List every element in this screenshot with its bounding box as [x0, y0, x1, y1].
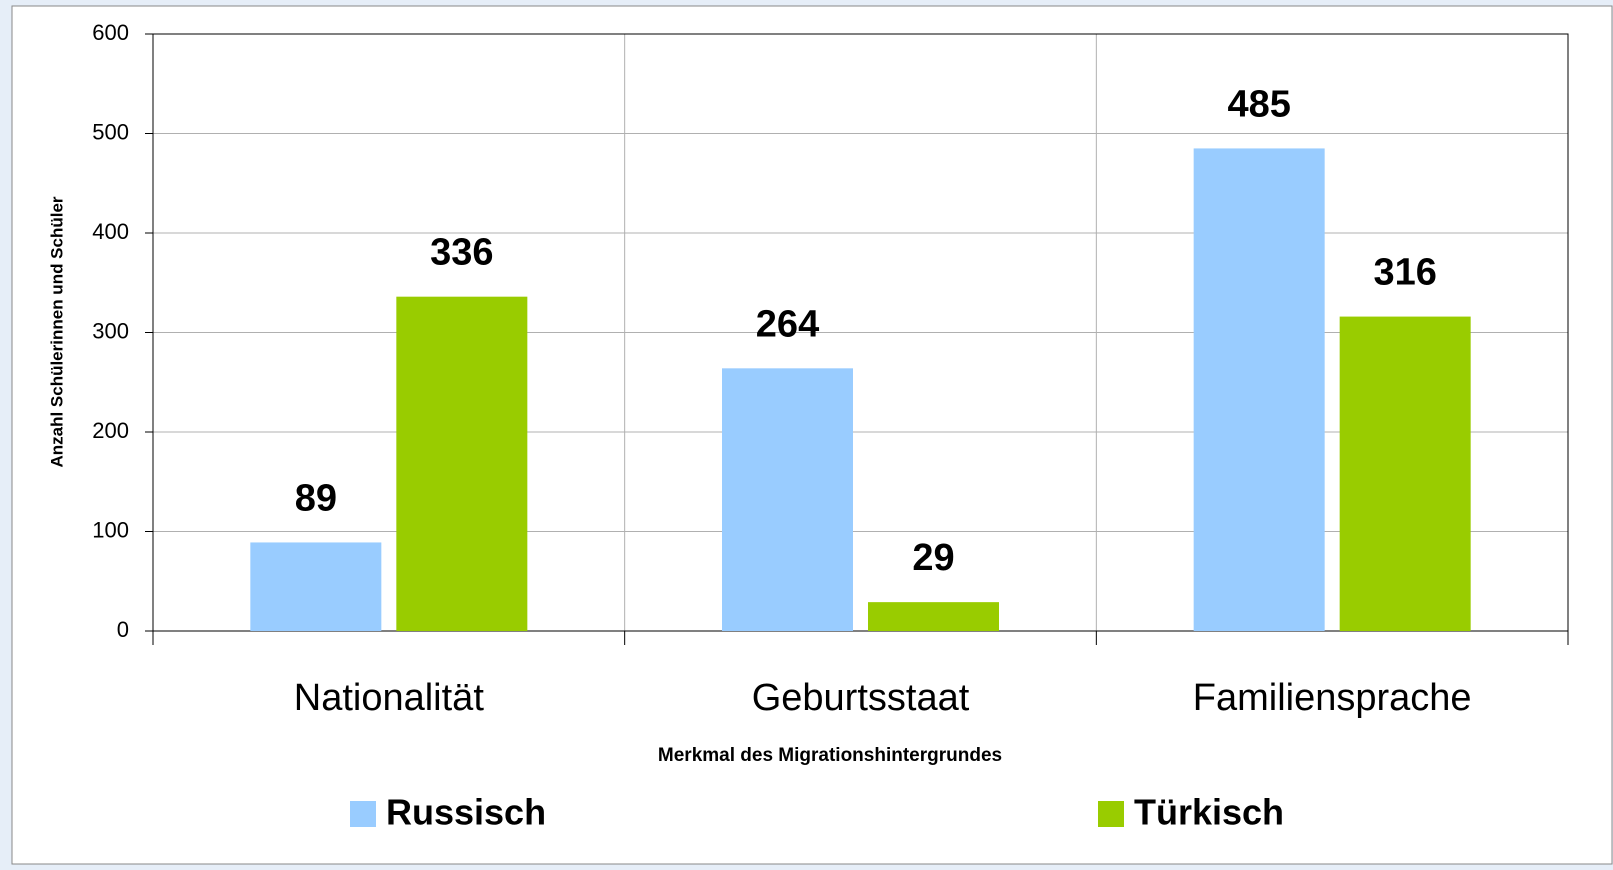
y-tick-label: 500	[92, 119, 129, 144]
plot-border	[152, 33, 1569, 632]
y-tick-label: 600	[92, 20, 129, 45]
legend-label: Russisch	[386, 792, 546, 833]
x-tick-label: Familiensprache	[1193, 677, 1472, 719]
x-axis-title: Merkmal des Migrationshintergrundes	[658, 745, 1002, 766]
data-label: 316	[1373, 252, 1436, 294]
y-tick-label: 100	[92, 517, 129, 542]
legend-swatch	[350, 801, 376, 827]
y-tick-label: 300	[92, 318, 129, 343]
bar	[722, 368, 853, 631]
legend-swatch	[1098, 801, 1124, 827]
bar	[396, 296, 528, 631]
bar	[250, 542, 382, 631]
y-tick-label: 200	[92, 418, 129, 443]
legend-label: Türkisch	[1134, 792, 1284, 833]
y-tick-label: 400	[92, 219, 129, 244]
bar	[868, 602, 999, 631]
x-tick-label: Geburtsstaat	[752, 677, 970, 719]
data-label: 336	[430, 232, 493, 274]
y-axis-title: Anzahl Schülerinnen und Schüler	[47, 196, 66, 467]
bar	[1193, 148, 1325, 632]
bar	[1339, 316, 1471, 631]
data-label: 89	[295, 477, 337, 519]
data-label: 264	[756, 303, 819, 345]
x-tick-label: Nationalität	[294, 677, 485, 719]
y-tick-label: 0	[117, 617, 129, 642]
data-label: 485	[1227, 83, 1290, 125]
data-label: 29	[912, 537, 954, 579]
